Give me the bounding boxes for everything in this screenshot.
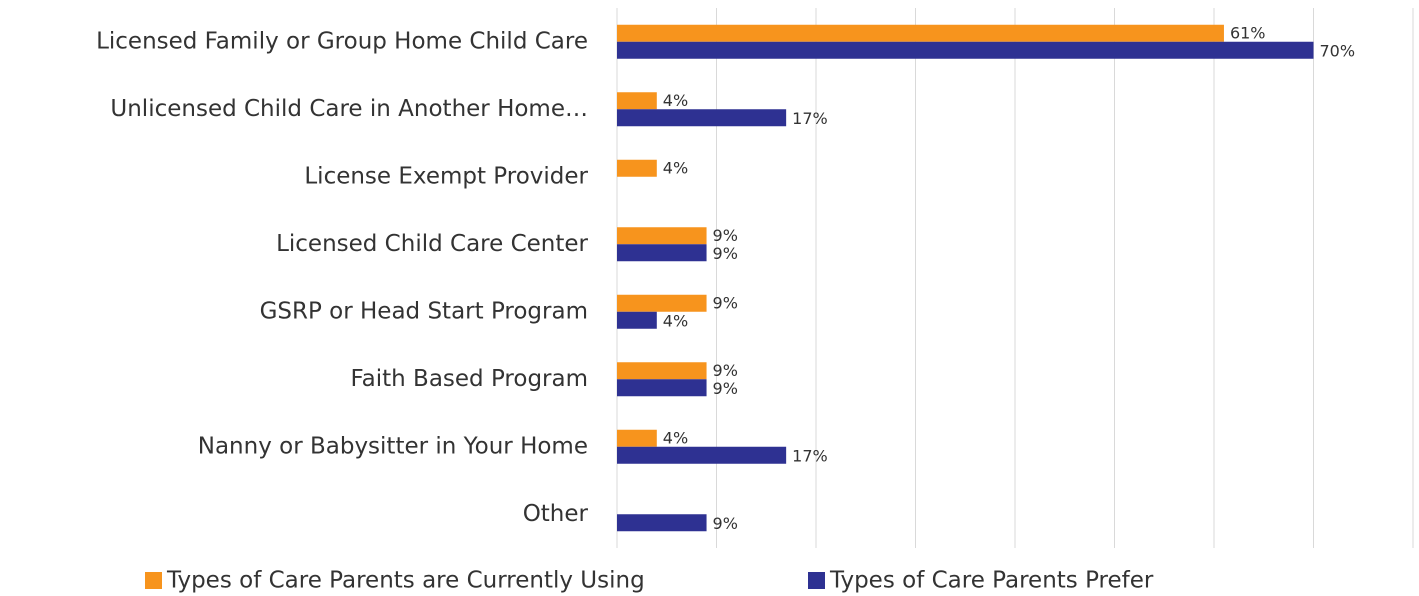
y-tick-label: License Exempt Provider [304, 163, 588, 189]
bar [617, 159, 657, 177]
bar [617, 514, 707, 532]
legend-label: Types of Care Parents are Currently Usin… [166, 568, 645, 594]
y-tick-label: Licensed Family or Group Home Child Care [96, 28, 588, 54]
data-label: 9% [713, 293, 738, 312]
data-label: 9% [713, 226, 738, 245]
data-label: 9% [713, 379, 738, 398]
legend-label: Types of Care Parents Prefer [829, 568, 1154, 594]
bar [617, 294, 707, 312]
bar [617, 41, 1314, 59]
data-label: 4% [663, 91, 688, 110]
bar [617, 379, 707, 397]
y-tick-label: Other [523, 501, 589, 527]
bar [617, 24, 1224, 42]
y-tick-label: Faith Based Program [351, 366, 588, 392]
data-label: 9% [713, 514, 738, 533]
data-label: 9% [713, 361, 738, 380]
legend-swatch [145, 572, 162, 589]
bar [617, 446, 787, 464]
data-label: 61% [1230, 23, 1266, 42]
data-label: 4% [663, 311, 688, 330]
bar [617, 109, 787, 127]
y-tick-label: Licensed Child Care Center [276, 231, 588, 257]
data-label: 17% [792, 446, 828, 465]
data-label: 9% [713, 244, 738, 263]
bar [617, 362, 707, 380]
bar [617, 429, 657, 447]
bar [617, 311, 657, 329]
data-label: 70% [1320, 41, 1356, 60]
y-tick-label: Nanny or Babysitter in Your Home [198, 433, 588, 459]
y-tick-label: Unlicensed Child Care in Another Home… [110, 96, 588, 122]
y-tick-label: GSRP or Head Start Program [260, 298, 588, 324]
bar [617, 92, 657, 110]
data-label: 4% [663, 428, 688, 447]
data-label: 17% [792, 109, 828, 128]
legend-swatch [808, 572, 825, 589]
data-label: 4% [663, 158, 688, 177]
bar [617, 227, 707, 245]
bar [617, 244, 707, 262]
